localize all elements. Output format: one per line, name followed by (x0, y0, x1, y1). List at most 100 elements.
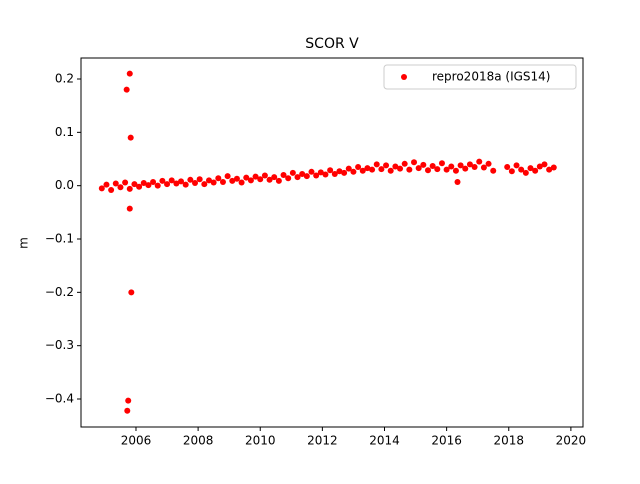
legend-marker (401, 74, 407, 80)
x-tick-label: 2014 (369, 434, 400, 448)
point (397, 165, 404, 172)
point (187, 176, 194, 183)
point (406, 166, 413, 173)
point (378, 166, 385, 173)
point (201, 181, 208, 188)
point (522, 169, 529, 176)
point (289, 169, 296, 176)
point (224, 173, 231, 180)
point (462, 165, 469, 172)
point (434, 166, 441, 173)
y-tick-label: 0.2 (55, 72, 74, 86)
point (294, 174, 301, 181)
point (192, 180, 199, 187)
point (238, 179, 245, 186)
point (266, 176, 273, 183)
point (364, 165, 371, 172)
point (513, 162, 520, 169)
point (168, 177, 175, 184)
y-tick-label: −0.1 (45, 232, 74, 246)
point (438, 160, 445, 167)
plot-frame (80, 57, 584, 428)
point (173, 180, 180, 187)
point (98, 185, 105, 192)
point (448, 163, 455, 170)
point (345, 165, 352, 172)
legend-box (383, 64, 577, 90)
point (532, 167, 539, 174)
x-tick-label: 2018 (493, 434, 524, 448)
point (355, 164, 362, 171)
point (541, 161, 548, 168)
point (527, 165, 534, 172)
point (126, 185, 133, 192)
point (280, 172, 287, 179)
point (518, 166, 525, 173)
point (182, 181, 189, 188)
point (131, 181, 138, 188)
point (178, 178, 185, 185)
point (124, 407, 131, 414)
point (261, 172, 268, 179)
y-axis-label: m (17, 237, 31, 249)
point (466, 161, 473, 168)
point (331, 170, 338, 177)
point (205, 177, 212, 184)
point (125, 397, 132, 404)
point (247, 177, 254, 184)
point (140, 180, 147, 187)
x-tick-label: 2010 (245, 434, 276, 448)
point (145, 182, 152, 189)
point (457, 162, 464, 169)
x-tick-label: 2008 (183, 434, 214, 448)
point (219, 178, 226, 185)
point (411, 159, 418, 166)
y-tick-label: 0.1 (55, 125, 74, 139)
point (136, 183, 143, 190)
point (128, 289, 135, 296)
x-tick-label: 2016 (431, 434, 462, 448)
point (454, 178, 461, 185)
point (485, 160, 492, 167)
point (215, 175, 222, 182)
point (117, 184, 124, 191)
y-tick-label: −0.4 (45, 392, 74, 406)
chart-title: SCOR V (305, 36, 359, 52)
point (233, 175, 240, 182)
point (275, 177, 282, 184)
point (327, 167, 334, 174)
y-tick-label: −0.3 (45, 338, 74, 352)
legend-label: repro2018a (IGS14) (432, 70, 550, 84)
point (303, 173, 310, 180)
point (243, 174, 250, 181)
point (150, 178, 157, 185)
point (387, 167, 394, 174)
point (126, 70, 133, 77)
point (229, 177, 236, 184)
point (252, 173, 259, 180)
point (123, 86, 130, 93)
point (285, 175, 292, 182)
point (210, 179, 217, 186)
point (341, 169, 348, 176)
point (369, 166, 376, 173)
point (536, 163, 543, 170)
point (159, 177, 166, 184)
point (476, 158, 483, 165)
point (313, 172, 320, 179)
point (257, 176, 264, 183)
point (471, 164, 478, 171)
point (122, 179, 129, 186)
point (350, 168, 357, 175)
point (322, 171, 329, 178)
point (299, 170, 306, 177)
point (108, 186, 115, 193)
point (336, 168, 343, 175)
y-tick-label: 0.0 (55, 178, 74, 192)
point (490, 167, 497, 174)
point (546, 166, 553, 173)
point (127, 134, 134, 141)
point (452, 167, 459, 174)
point (103, 181, 110, 188)
